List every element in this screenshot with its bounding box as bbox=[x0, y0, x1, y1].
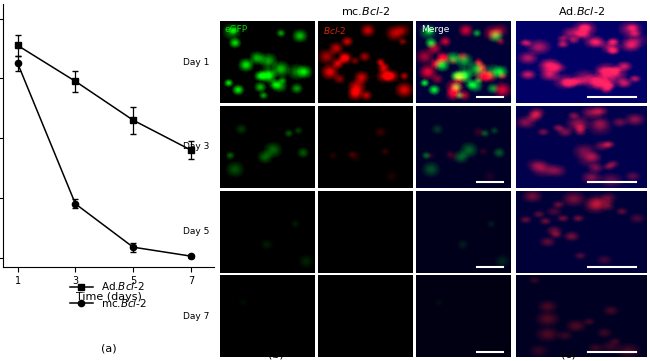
Text: Day 1: Day 1 bbox=[183, 58, 209, 67]
Text: Day 3: Day 3 bbox=[183, 142, 209, 151]
Text: mc.$\it{Bcl}$-2: mc.$\it{Bcl}$-2 bbox=[341, 5, 390, 17]
Text: Ad.$\it{Bcl}$-2: Ad.$\it{Bcl}$-2 bbox=[558, 5, 605, 17]
Text: (c): (c) bbox=[562, 349, 576, 359]
Text: $\it{Bcl}$-2: $\it{Bcl}$-2 bbox=[323, 25, 346, 36]
Text: Day 5: Day 5 bbox=[183, 227, 209, 236]
Text: (b): (b) bbox=[268, 349, 284, 359]
Text: eGFP: eGFP bbox=[225, 25, 248, 34]
X-axis label: Time (days): Time (days) bbox=[75, 292, 142, 302]
Legend: Ad.$\it{Bcl}$-2, mc.$\it{Bcl}$-2: Ad.$\it{Bcl}$-2, mc.$\it{Bcl}$-2 bbox=[70, 280, 148, 309]
Text: (a): (a) bbox=[101, 343, 116, 353]
Text: Merge: Merge bbox=[421, 25, 449, 34]
Text: Day 7: Day 7 bbox=[183, 312, 209, 321]
